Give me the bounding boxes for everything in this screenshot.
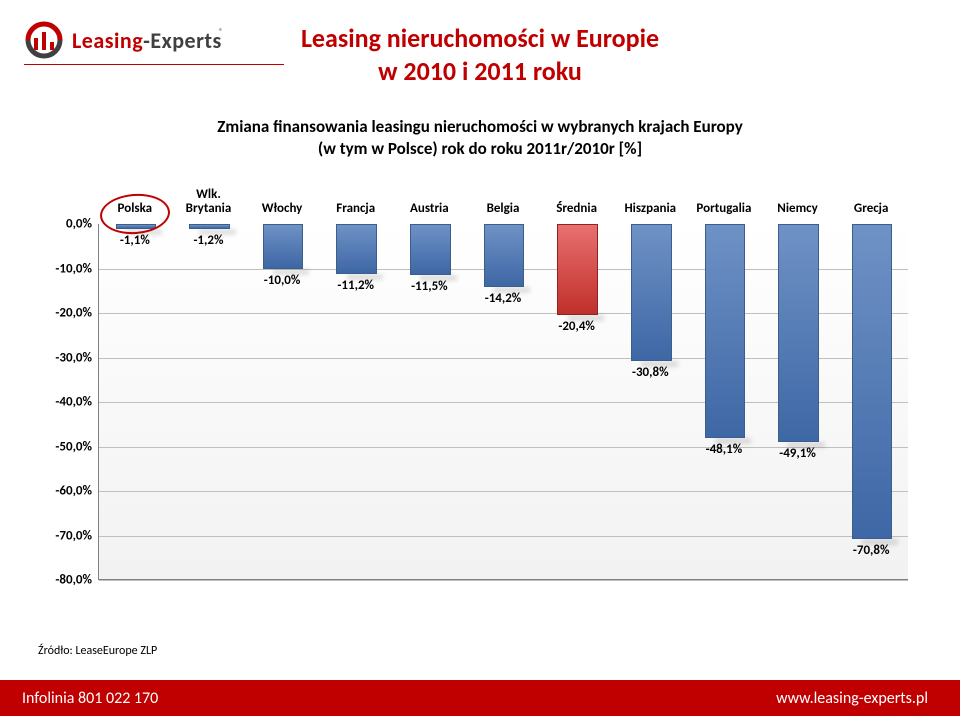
chart-bar <box>189 224 230 229</box>
footer-bar: Infolinia 801 022 170 www.leasing-expert… <box>0 680 960 716</box>
y-axis-label: -80,0% <box>38 573 92 588</box>
bar-value-label: -1,2% <box>193 233 223 248</box>
x-axis-label: Niemcy <box>777 202 817 216</box>
bar-value-label: -48,1% <box>706 442 743 457</box>
bar-value-label: -11,2% <box>337 278 374 293</box>
chart-bar <box>852 224 893 539</box>
footer-url: www.leasing-experts.pl <box>776 689 928 708</box>
bar-value-label: -30,8% <box>632 365 669 380</box>
grid-line <box>99 536 908 537</box>
chart-bar <box>410 224 451 275</box>
plot-area <box>98 224 908 580</box>
title-line-1: Leasing nieruchomości w Europie <box>0 22 960 55</box>
chart-bar <box>263 224 304 269</box>
subtitle-line-2: (w tym w Polsce) rok do roku 2011r/2010r… <box>0 138 960 160</box>
bar-value-label: -10,0% <box>264 273 301 288</box>
bar-value-label: -49,1% <box>779 446 816 461</box>
x-axis-label: Francja <box>336 202 375 216</box>
x-axis-label: Grecja <box>854 202 888 216</box>
page-title: Leasing nieruchomości w Europie w 2010 i… <box>0 22 960 87</box>
y-axis-label: -60,0% <box>38 484 92 499</box>
x-axis-label: Austria <box>410 202 449 216</box>
chart-bar <box>484 224 525 287</box>
chart-bar <box>778 224 819 442</box>
footer-infoline: Infolinia 801 022 170 <box>22 689 158 708</box>
bar-value-label: -11,5% <box>411 279 448 294</box>
x-axis-label: Średnia <box>556 202 597 216</box>
y-axis-label: -30,0% <box>38 350 92 365</box>
chart-subtitle: Zmiana finansowania leasingu nieruchomoś… <box>0 116 960 160</box>
chart-bar <box>336 224 377 274</box>
bar-value-label: -1,1% <box>120 233 150 248</box>
y-axis-label: -50,0% <box>38 439 92 454</box>
bar-value-label: -14,2% <box>485 291 522 306</box>
y-axis-label: -40,0% <box>38 395 92 410</box>
x-axis-label: Włochy <box>262 202 303 216</box>
source-citation: Źródło: LeaseEurope ZLP <box>38 644 157 658</box>
bar-value-label: -70,8% <box>853 543 890 558</box>
y-axis-label: -70,0% <box>38 528 92 543</box>
x-axis-label: Belgia <box>487 202 520 216</box>
bar-chart: 0,0% -10,0% -20,0% -30,0% -40,0% -50,0% -60,0%… <box>38 180 922 590</box>
y-axis-label: -10,0% <box>38 261 92 276</box>
subtitle-line-1: Zmiana finansowania leasingu nieruchomoś… <box>0 116 960 138</box>
y-axis-label: -20,0% <box>38 306 92 321</box>
chart-bar <box>631 224 672 361</box>
chart-bar <box>557 224 598 315</box>
x-axis-label: Wlk. Brytania <box>186 188 232 217</box>
x-axis-label: Portugalia <box>696 202 751 216</box>
chart-bar <box>705 224 746 438</box>
title-line-2: w 2010 i 2011 roku <box>0 55 960 88</box>
y-axis-label: 0,0% <box>38 217 92 232</box>
grid-line <box>99 491 908 492</box>
bar-value-label: -20,4% <box>558 319 595 334</box>
x-axis-label: Hiszpania <box>624 202 676 216</box>
grid-line <box>99 580 908 581</box>
